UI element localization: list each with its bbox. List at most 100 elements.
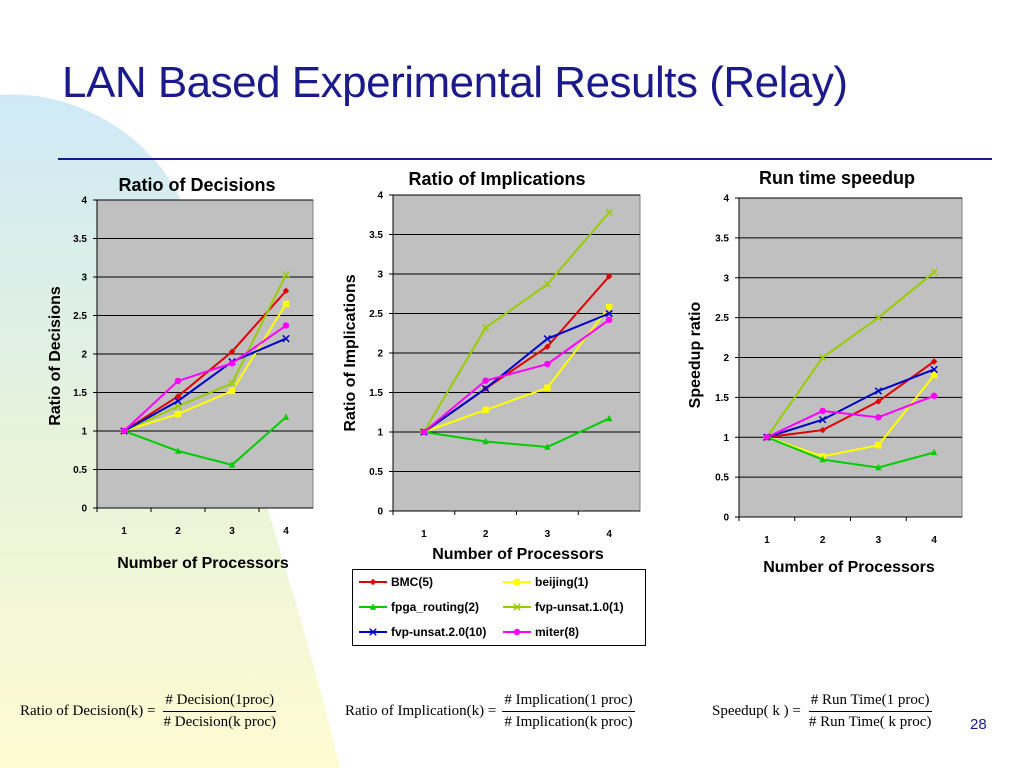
formula-lhs: Ratio of Decision(k) =	[20, 703, 156, 719]
title-divider	[58, 158, 992, 160]
data-point	[605, 303, 613, 311]
formula-lhs: Speedup( k ) =	[712, 703, 801, 719]
series-line	[766, 271, 935, 438]
x-tick-label: 4	[283, 526, 289, 537]
data-point	[819, 426, 826, 434]
y-axis-label: Ratio of Decisions	[47, 286, 64, 426]
legend-swatch-fpga-routing	[359, 603, 387, 610]
data-point-stroke	[930, 365, 938, 374]
data-point	[605, 208, 613, 217]
data-point	[875, 442, 882, 449]
data-point	[228, 348, 236, 355]
data-point	[930, 392, 938, 399]
series-line	[423, 211, 610, 433]
data-point	[282, 322, 290, 329]
data-point-stroke	[174, 397, 182, 405]
series-line	[423, 417, 610, 449]
series-line	[766, 368, 935, 439]
data-point	[875, 463, 882, 471]
data-point	[369, 603, 377, 610]
chart-title: Run time speedup	[759, 168, 915, 188]
data-point	[481, 323, 490, 332]
data-point	[174, 397, 182, 405]
data-point	[174, 377, 182, 385]
slide-title: LAN Based Experimental Results (Relay)	[62, 58, 848, 107]
data-point	[544, 343, 551, 350]
legend-item: beijing(1)	[503, 575, 588, 589]
y-tick-label: 2.5	[715, 313, 729, 324]
chart-legend: BMC(5) beijing(1) fpga_routing(2) fvp-un…	[352, 569, 646, 646]
data-point	[875, 414, 882, 421]
data-point	[605, 309, 613, 318]
formula-denominator: # Implication(k proc)	[504, 714, 633, 730]
y-tick-label: 3.5	[369, 230, 383, 241]
data-point	[481, 384, 490, 393]
data-point	[930, 448, 938, 456]
data-point	[174, 410, 182, 418]
legend-swatch-fvp-unsat-2	[359, 628, 387, 636]
formula-denominator: # Decision(k proc)	[163, 714, 276, 730]
series-line	[766, 394, 935, 439]
chart-title: Ratio of Decisions	[118, 175, 275, 195]
formula-numerator: # Implication(1 proc)	[502, 692, 635, 712]
data-point	[930, 371, 938, 379]
data-point	[174, 402, 182, 411]
data-point	[930, 358, 938, 365]
data-point	[174, 393, 182, 400]
data-point	[369, 628, 377, 636]
chart-2: 0 0.5 1 1.5 2 2.5 3 3.5 4 1 2 3 4 Ratio of Implicatio…	[342, 169, 641, 563]
x-tick-label: 4	[606, 529, 612, 540]
data-point	[228, 360, 236, 367]
formula-lhs: Ratio of Implication(k) =	[345, 703, 497, 719]
data-point	[874, 313, 883, 322]
legend-item: fpga_routing(2)	[359, 600, 479, 614]
formula-decision: Ratio of Decision(k) = # Decision(1proc)…	[20, 692, 278, 731]
data-point-stroke	[369, 628, 377, 636]
data-point	[369, 578, 377, 586]
data-point-stroke	[481, 323, 490, 332]
y-tick-label: 1.5	[715, 393, 729, 404]
formula-numerator: # Decision(1proc)	[163, 692, 277, 712]
y-tick-label: 1	[81, 427, 87, 438]
y-tick-label: 1.5	[73, 388, 87, 399]
formula-fraction: # Implication(1 proc) # Implication(k pr…	[502, 692, 635, 731]
y-tick-label: 3	[81, 273, 87, 284]
data-point	[930, 365, 938, 374]
chart-3: 0 0.5 1 1.5 2 2.5 3 3.5 4 1 2 3 4 Run time speedup Num…	[687, 168, 963, 576]
formula-numerator: # Run Time(1 proc)	[808, 692, 932, 712]
series-line	[423, 312, 610, 433]
y-tick-label: 0.5	[715, 473, 729, 484]
x-tick-label: 1	[764, 535, 770, 546]
legend-label: beijing(1)	[535, 575, 589, 589]
y-tick-label: 0	[377, 507, 383, 518]
y-tick-label: 3	[377, 270, 383, 281]
data-point	[818, 353, 827, 362]
data-point	[282, 287, 290, 295]
data-point	[228, 387, 236, 395]
legend-item: fvp-unsat.1.0(1)	[503, 600, 624, 614]
data-point-stroke	[605, 208, 613, 217]
data-point-stroke	[513, 603, 521, 611]
legend-swatch-miter	[503, 628, 531, 636]
data-point	[544, 443, 551, 450]
formula-fraction: # Decision(1proc) # Decision(k proc)	[162, 692, 278, 731]
legend-swatch-bmc	[359, 578, 387, 586]
legend-label: fvp-unsat.1.0(1)	[535, 600, 624, 614]
y-axis-label: Speedup ratio	[687, 301, 704, 408]
data-point	[605, 414, 613, 422]
data-point	[174, 447, 182, 454]
data-point	[875, 398, 882, 405]
data-point	[482, 406, 489, 414]
data-point	[513, 628, 521, 636]
legend-label: fvp-unsat.2.0(10)	[391, 625, 487, 639]
series-line	[766, 360, 935, 439]
data-point-stroke	[874, 387, 883, 395]
data-point-stroke	[874, 313, 883, 322]
data-point	[819, 407, 826, 415]
y-tick-label: 0.5	[73, 465, 87, 476]
y-axis-label: Ratio of Implications	[342, 274, 359, 431]
y-tick-label: 1.5	[369, 388, 383, 399]
data-point	[482, 377, 489, 384]
x-tick-label: 3	[876, 535, 882, 546]
